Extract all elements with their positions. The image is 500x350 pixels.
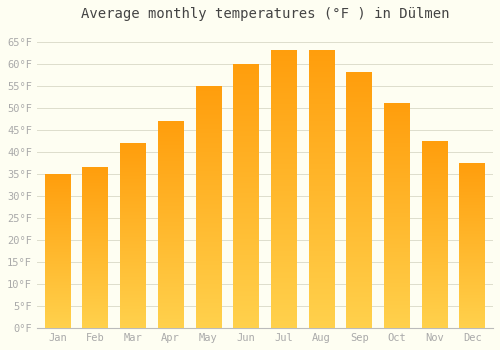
- Title: Average monthly temperatures (°F ) in Dülmen: Average monthly temperatures (°F ) in Dü…: [80, 7, 449, 21]
